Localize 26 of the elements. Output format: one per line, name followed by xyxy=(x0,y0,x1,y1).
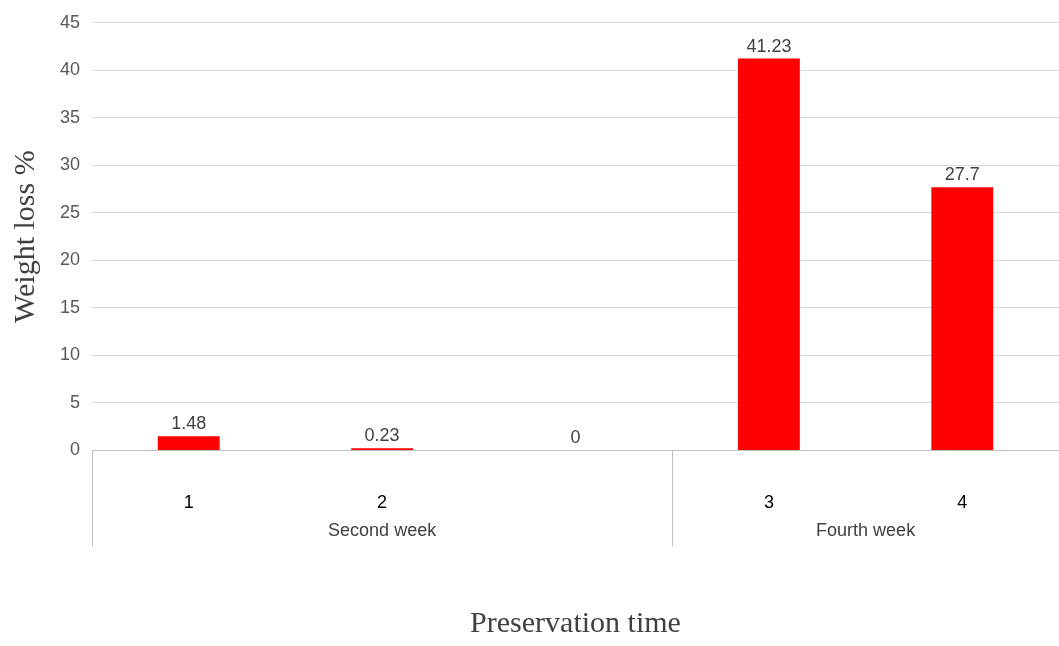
y-tick-label: 20 xyxy=(59,249,81,270)
y-axis-title: Weight loss % xyxy=(6,150,40,323)
y-tick-label: 0 xyxy=(70,439,81,460)
y-tick-label: 15 xyxy=(59,296,81,317)
x-tick-label: 1 xyxy=(183,492,194,513)
x-tick-label: 3 xyxy=(763,492,774,513)
data-label: 0.23 xyxy=(364,425,400,446)
y-tick-label: 40 xyxy=(59,59,81,80)
x-tick-label: 2 xyxy=(377,492,388,513)
data-label: 1.48 xyxy=(171,413,207,434)
data-label: 41.23 xyxy=(746,35,792,56)
y-tick-label: 25 xyxy=(59,201,81,222)
text: Second week xyxy=(328,520,438,541)
x-axis-title: Preservation time xyxy=(470,604,681,638)
bar xyxy=(931,187,994,450)
data-label: 27.7 xyxy=(944,164,980,185)
y-tick-label: 10 xyxy=(59,344,81,365)
y-tick-label: 30 xyxy=(59,154,81,175)
y-tick-label: 5 xyxy=(70,391,81,412)
bar xyxy=(157,436,220,450)
y-tick-label: 45 xyxy=(59,11,81,32)
y-tick-label: 35 xyxy=(59,106,81,127)
data-label: 0 xyxy=(570,427,581,448)
x-tick-label: 4 xyxy=(957,492,968,513)
bar xyxy=(737,58,800,450)
text: Fourth week xyxy=(816,520,917,541)
